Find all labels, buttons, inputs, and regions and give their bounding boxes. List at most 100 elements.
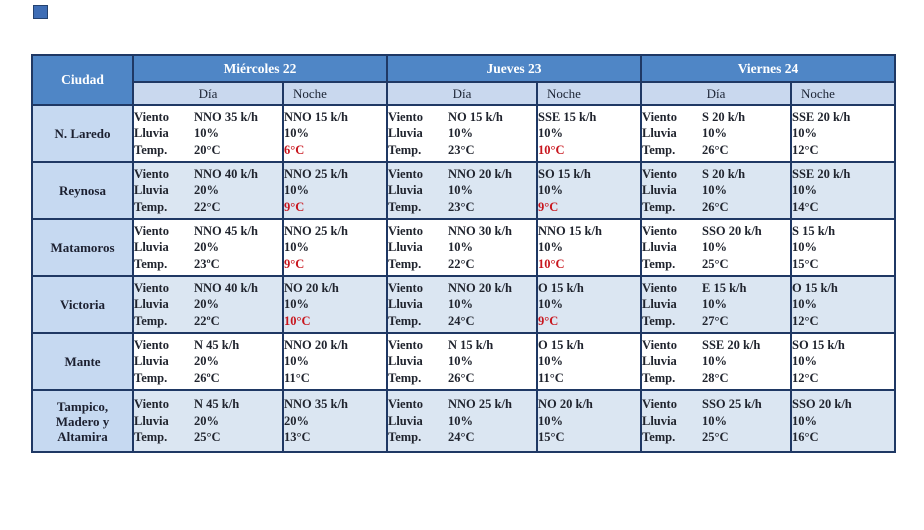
forecast-day-cell: Viento NNO 25 k/h Lluvia 10% Temp. 24°C	[386, 389, 538, 453]
temp-label: Temp.	[134, 199, 168, 214]
rain-value: 10%	[538, 413, 563, 428]
subheader-row: Día Noche Día Noche Día Noche	[32, 81, 896, 106]
forecast-details: NNO 25 k/h 10% 9°C	[284, 166, 386, 216]
rain-label: Lluvia	[388, 240, 423, 255]
forecast-night-cell: SO 15 k/h 10% 12°C	[790, 332, 896, 391]
wind-value: NNO 25 k/h	[448, 397, 512, 412]
subheader-dia: Día	[386, 81, 538, 106]
table-row: N. Laredo Viento NNO 35 k/h Lluvia 10% Temp. 2…	[31, 104, 896, 163]
wind-value: SSO 20 k/h	[702, 223, 762, 238]
forecast-details: Viento NO 15 k/h Lluvia 10% Temp. 23°C	[388, 109, 536, 159]
wind-label: Viento	[642, 280, 677, 295]
forecast-details: Viento N 45 k/h Lluvia 20% Temp. 25°C	[134, 396, 282, 446]
wind-value: N 15 k/h	[448, 337, 494, 352]
temp-value: 26ºC	[194, 370, 220, 385]
city-name: Reynosa	[31, 161, 134, 220]
forecast-details: NNO 25 k/h 10% 9°C	[284, 223, 386, 273]
wind-value: S 20 k/h	[702, 109, 746, 124]
forecast-day-cell: Viento SSE 20 k/h Lluvia 10% Temp. 28°C	[640, 332, 792, 391]
subheader-dia: Día	[640, 81, 792, 106]
temp-value: 12°C	[792, 370, 819, 385]
wind-value: NNO 20 k/h	[284, 337, 348, 352]
forecast-day-cell: Viento SSO 25 k/h Lluvia 10% Temp. 25°C	[640, 389, 792, 453]
wind-label: Viento	[388, 223, 423, 238]
temp-label: Temp.	[388, 142, 422, 157]
wind-label: Viento	[134, 397, 169, 412]
rain-value: 20%	[194, 240, 219, 255]
forecast-day-cell: Viento NNO 20 k/h Lluvia 10% Temp. 24°C	[386, 275, 538, 334]
temp-value: 9°C	[284, 256, 305, 271]
rain-value: 10%	[792, 183, 817, 198]
city-name: N. Laredo	[31, 104, 134, 163]
table-row: Matamoros Viento NNO 45 k/h Lluvia 20% Temp. 2…	[31, 218, 896, 277]
temp-value: 10°C	[284, 313, 311, 328]
rain-value: 10%	[284, 183, 309, 198]
forecast-details: Viento E 15 k/h Lluvia 10% Temp. 27°C	[642, 280, 790, 330]
rain-value: 10%	[702, 240, 727, 255]
temp-value: 25°C	[702, 256, 729, 271]
forecast-details: Viento S 20 k/h Lluvia 10% Temp. 26°C	[642, 166, 790, 216]
wind-label: Viento	[388, 166, 423, 181]
rain-value: 10%	[448, 183, 473, 198]
rain-label: Lluvia	[642, 354, 677, 369]
wind-value: E 15 k/h	[702, 280, 747, 295]
forecast-day-cell: Viento S 20 k/h Lluvia 10% Temp. 26°C	[640, 161, 792, 220]
table-row: Victoria Viento NNO 40 k/h Lluvia 20% Temp. 22…	[31, 275, 896, 334]
rain-value: 20%	[194, 354, 219, 369]
forecast-details: NNO 15 k/h 10% 10°C	[538, 223, 640, 273]
temp-value: 11°C	[538, 370, 564, 385]
forecast-day-cell: Viento NNO 40 k/h Lluvia 20% Temp. 22ºC	[132, 275, 284, 334]
rain-value: 10%	[792, 413, 817, 428]
forecast-night-cell: O 15 k/h 10% 11°C	[536, 332, 642, 391]
temp-label: Temp.	[134, 430, 168, 445]
temp-label: Temp.	[134, 256, 168, 271]
wind-label: Viento	[642, 166, 677, 181]
wind-value: SSO 25 k/h	[702, 397, 762, 412]
temp-value: 9°C	[538, 313, 559, 328]
forecast-details: SSE 20 k/h 10% 14°C	[792, 166, 894, 216]
rain-value: 10%	[702, 354, 727, 369]
rain-label: Lluvia	[642, 126, 677, 141]
temp-value: 26°C	[702, 199, 729, 214]
rain-label: Lluvia	[642, 183, 677, 198]
forecast-details: O 15 k/h 10% 12°C	[792, 280, 894, 330]
wind-value: SSE 15 k/h	[538, 109, 597, 124]
temp-value: 15°C	[792, 256, 819, 271]
blue-square-artifact	[33, 5, 48, 19]
rain-value: 10%	[702, 413, 727, 428]
forecast-night-cell: SSE 20 k/h 10% 12°C	[790, 104, 896, 163]
forecast-day-cell: Viento NO 15 k/h Lluvia 10% Temp. 23°C	[386, 104, 538, 163]
subheader-noche: Noche	[282, 81, 388, 106]
wind-value: SSE 20 k/h	[792, 109, 851, 124]
temp-value: 20°C	[194, 142, 221, 157]
temp-value: 25°C	[702, 430, 729, 445]
forecast-details: S 15 k/h 10% 15°C	[792, 223, 894, 273]
temp-value: 16°C	[792, 430, 819, 445]
forecast-night-cell: SSE 15 k/h 10% 10°C	[536, 104, 642, 163]
temp-value: 27°C	[702, 313, 729, 328]
wind-value: NO 20 k/h	[538, 397, 593, 412]
temp-value: 24°C	[448, 313, 475, 328]
temp-label: Temp.	[134, 313, 168, 328]
temp-label: Temp.	[642, 430, 676, 445]
forecast-night-cell: O 15 k/h 10% 12°C	[790, 275, 896, 334]
wind-value: N 45 k/h	[194, 337, 240, 352]
forecast-night-cell: NNO 25 k/h 10% 9°C	[282, 218, 388, 277]
forecast-details: Viento SSO 20 k/h Lluvia 10% Temp. 25°C	[642, 223, 790, 273]
forecast-night-cell: NNO 35 k/h 20% 13°C	[282, 389, 388, 453]
forecast-body: N. Laredo Viento NNO 35 k/h Lluvia 10% Temp. 2…	[31, 104, 896, 453]
wind-label: Viento	[134, 337, 169, 352]
forecast-details: Viento NNO 45 k/h Lluvia 20% Temp. 23ºC	[134, 223, 282, 273]
rain-value: 10%	[284, 240, 309, 255]
wind-value: O 15 k/h	[538, 337, 584, 352]
rain-value: 20%	[194, 413, 219, 428]
wind-label: Viento	[134, 109, 169, 124]
wind-value: NNO 30 k/h	[448, 223, 512, 238]
wind-label: Viento	[134, 223, 169, 238]
temp-value: 24°C	[448, 430, 475, 445]
forecast-details: NNO 20 k/h 10% 11°C	[284, 337, 386, 387]
forecast-night-cell: NO 20 k/h 10% 10°C	[282, 275, 388, 334]
forecast-details: Viento SSE 20 k/h Lluvia 10% Temp. 28°C	[642, 337, 790, 387]
forecast-day-cell: Viento NNO 40 k/h Lluvia 20% Temp. 22°C	[132, 161, 284, 220]
temp-value: 12°C	[792, 142, 819, 157]
